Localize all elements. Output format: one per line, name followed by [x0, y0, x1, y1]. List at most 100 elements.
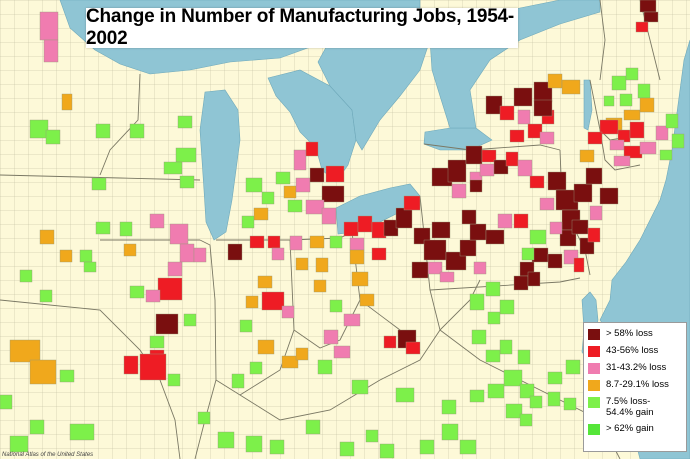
county-patch	[149, 213, 165, 229]
county-patch	[503, 369, 523, 387]
county-patch	[29, 419, 45, 435]
county-patch	[613, 155, 631, 167]
county-patch	[257, 275, 273, 289]
county-patch	[167, 373, 181, 387]
county-patch	[323, 329, 339, 345]
county-patch	[461, 209, 477, 225]
county-patch	[245, 177, 263, 193]
county-patch	[529, 229, 547, 245]
county-patch	[175, 147, 197, 163]
county-patch	[325, 165, 345, 183]
county-patch	[183, 313, 197, 327]
county-patch	[245, 295, 259, 309]
county-patch	[539, 197, 555, 211]
county-patch	[469, 389, 485, 403]
county-patch	[431, 221, 451, 239]
county-patch	[227, 243, 243, 261]
county-patch	[599, 119, 619, 135]
county-patch	[119, 221, 133, 237]
county-patch	[521, 247, 535, 261]
legend-label: 31-43.2% loss	[606, 362, 667, 373]
county-patch	[609, 139, 625, 151]
county-patch	[123, 243, 137, 257]
county-patch	[459, 439, 477, 455]
county-patch	[623, 109, 641, 121]
county-patch	[379, 443, 395, 459]
legend-swatch	[588, 363, 600, 374]
county-patch	[295, 347, 309, 361]
county-patch	[197, 411, 211, 425]
county-patch	[83, 261, 97, 273]
legend-item: 7.5% loss- 54.4% gain	[588, 396, 682, 418]
county-patch	[349, 249, 365, 265]
county-patch	[365, 429, 379, 443]
county-patch	[639, 97, 655, 113]
county-patch	[531, 247, 549, 263]
county-patch	[447, 159, 467, 183]
county-patch	[313, 279, 327, 293]
county-patch	[167, 261, 183, 277]
county-patch	[547, 253, 563, 269]
county-patch	[547, 391, 561, 407]
legend-item: > 62% gain	[588, 423, 682, 435]
county-patch	[459, 239, 477, 257]
map-title: Change in Number of Manufacturing Jobs, …	[86, 6, 515, 49]
county-patch	[547, 371, 563, 385]
county-patch	[269, 439, 285, 455]
county-patch	[539, 131, 555, 145]
county-patch	[333, 345, 351, 359]
county-patch	[499, 105, 515, 121]
county-patch	[149, 335, 165, 349]
county-patch	[249, 361, 263, 375]
county-patch	[639, 141, 657, 155]
county-patch	[637, 83, 651, 99]
county-patch	[419, 439, 435, 455]
county-patch	[469, 293, 485, 311]
county-patch	[497, 213, 513, 229]
county-patch	[493, 159, 509, 175]
county-patch	[329, 235, 343, 249]
county-patch	[157, 277, 183, 301]
legend-item: 8.7-29.1% loss	[588, 379, 682, 391]
county-patch	[343, 313, 361, 327]
legend-label: > 62% gain	[606, 423, 654, 434]
county-patch	[665, 113, 679, 129]
county-patch	[305, 199, 325, 215]
county-patch	[561, 79, 581, 95]
county-patch	[659, 149, 673, 161]
county-patch	[547, 171, 567, 191]
county-patch	[321, 207, 337, 225]
legend-label: 7.5% loss- 54.4% gain	[606, 396, 654, 418]
county-patch	[513, 87, 533, 107]
county-patch	[469, 223, 487, 241]
county-patch	[293, 149, 307, 171]
county-patch	[179, 243, 195, 263]
county-patch	[59, 249, 73, 263]
county-patch	[589, 205, 603, 221]
county-patch	[465, 145, 483, 165]
title-box: Change in Number of Manufacturing Jobs, …	[86, 6, 518, 49]
county-patch	[487, 311, 501, 325]
county-patch	[643, 11, 659, 23]
county-patch	[289, 235, 303, 251]
county-patch	[611, 75, 627, 91]
county-patch	[441, 423, 459, 441]
county-patch	[343, 221, 359, 237]
county-patch	[193, 247, 207, 263]
county-patch	[573, 183, 593, 203]
county-patch	[487, 383, 505, 399]
county-patch	[91, 177, 107, 191]
county-patch	[351, 379, 369, 395]
county-patch	[239, 319, 253, 333]
legend: > 58% loss 43-56% loss 31-43.2% loss 8.7…	[583, 322, 687, 452]
county-patch	[485, 281, 501, 297]
county-patch	[469, 179, 483, 193]
county-patch	[549, 221, 563, 235]
county-patch	[283, 185, 297, 199]
county-patch	[519, 413, 533, 427]
county-patch	[139, 353, 167, 381]
county-patch	[287, 199, 303, 213]
county-patch	[635, 21, 649, 33]
county-patch	[571, 219, 589, 235]
county-patch	[231, 373, 245, 389]
